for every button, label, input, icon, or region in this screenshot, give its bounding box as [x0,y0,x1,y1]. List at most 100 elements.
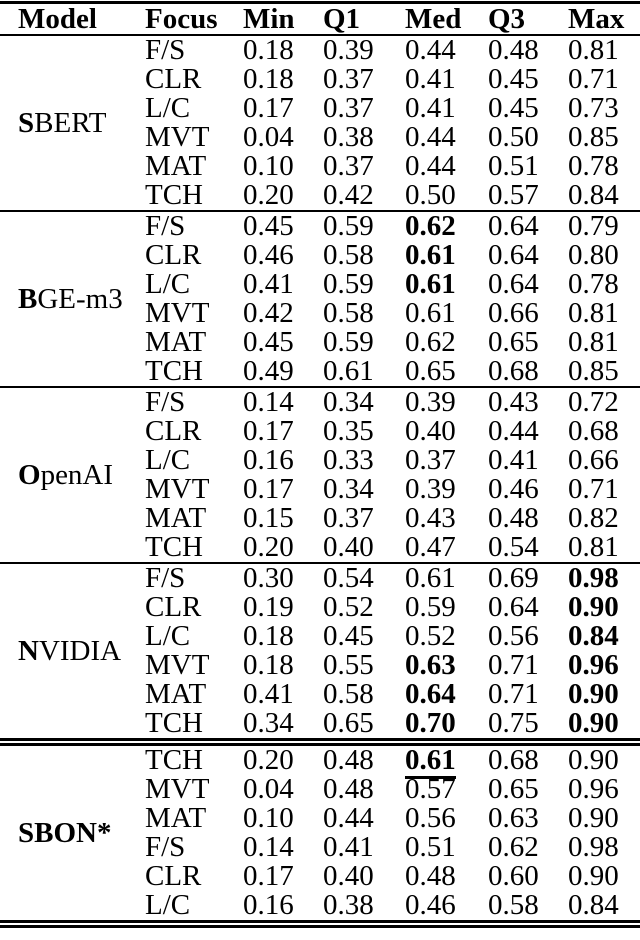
cell-max: 0.96 [568,651,640,680]
value: 0.48 [323,744,374,776]
focus-cell: F/S [145,34,186,66]
value: 0.15 [243,502,294,534]
cell-min: 0.19 [243,593,323,622]
cell-q3: 0.71 [488,651,568,680]
cell-med: 0.61 [405,241,488,270]
cell-min: 0.45 [243,328,323,357]
value: 0.98 [568,831,619,863]
value: 0.62 [488,831,539,863]
cell-max: 0.81 [568,533,640,563]
focus-cell: MVT [145,121,210,153]
cell-q3: 0.50 [488,123,568,152]
value: 0.75 [488,707,539,739]
value: 0.37 [405,444,456,476]
value: 0.40 [323,860,374,892]
value: 0.35 [323,415,374,447]
cell-med: 0.65 [405,357,488,387]
cell-max: 0.78 [568,270,640,299]
value: 0.46 [488,473,539,505]
cell-min: 0.17 [243,475,323,504]
table-row: MVT 0.42 0.58 0.61 0.66 0.81 [0,299,640,328]
cell-max: 0.81 [568,35,640,65]
value: 0.38 [323,121,374,153]
focus-cell: MVT [145,773,210,805]
cell-q1: 0.41 [323,833,405,862]
focus-cell: F/S [145,210,186,242]
focus-cell: MVT [145,473,210,505]
cell-min: 0.17 [243,417,323,446]
cell-q1: 0.37 [323,504,405,533]
value: 0.68 [488,355,539,387]
value: 0.85 [568,355,619,387]
cell-max: 0.80 [568,241,640,270]
cell-min: 0.04 [243,775,323,804]
value: 0.04 [243,121,294,153]
cell-max: 0.85 [568,357,640,387]
cell-max: 0.66 [568,446,640,475]
cell-q3: 0.64 [488,241,568,270]
value: 0.45 [488,63,539,95]
value: 0.54 [488,531,539,563]
model-section-nvidia: NVIDIA F/S 0.30 0.54 0.61 0.69 0.98 CLR 0.19 0.52… [0,563,640,742]
value: 0.65 [405,355,456,387]
table-row: MVT 0.04 0.48 0.57 0.65 0.96 [0,775,640,804]
value: 0.58 [488,889,539,921]
cell-med: 0.39 [405,387,488,417]
cell-min: 0.18 [243,651,323,680]
focus-cell: TCH [145,179,203,211]
value: 0.37 [323,150,374,182]
cell-med: 0.43 [405,504,488,533]
value: 0.47 [405,531,456,563]
value: 0.90 [568,707,619,739]
focus-cell: MVT [145,649,210,681]
value: 0.81 [568,326,619,358]
value: 0.90 [568,591,619,623]
cell-q3: 0.51 [488,152,568,181]
value: 0.59 [323,326,374,358]
cell-q3: 0.62 [488,833,568,862]
table-row: CLR 0.19 0.52 0.59 0.64 0.90 [0,593,640,622]
cell-q3: 0.64 [488,211,568,241]
cell-q1: 0.52 [323,593,405,622]
value: 0.50 [405,179,456,211]
cell-q3: 0.60 [488,862,568,891]
value: 0.68 [488,744,539,776]
value: 0.52 [323,591,374,623]
cell-med: 0.62 [405,211,488,241]
value: 0.71 [568,63,619,95]
cell-max: 0.90 [568,862,640,891]
cell-q1: 0.59 [323,328,405,357]
value: 0.71 [568,473,619,505]
value: 0.81 [568,531,619,563]
value: 0.33 [323,444,374,476]
value: 0.37 [323,92,374,124]
cell-min: 0.20 [243,533,323,563]
model-label-part: N [18,635,39,667]
value: 0.43 [488,386,539,418]
model-label-nvidia: NVIDIA [0,563,145,742]
table-row: F/S 0.14 0.41 0.51 0.62 0.98 [0,833,640,862]
cell-max: 0.90 [568,804,640,833]
cell-q1: 0.37 [323,65,405,94]
cell-med: 0.41 [405,94,488,123]
model-label-sbert: SBERT [0,35,145,211]
cell-max: 0.90 [568,593,640,622]
cell-med: 0.40 [405,417,488,446]
value: 0.90 [568,744,619,776]
table-row: TCH 0.20 0.40 0.47 0.54 0.81 [0,533,640,563]
header-q1: Q1 [323,3,361,35]
value: 0.51 [405,831,456,863]
value: 0.61 [323,355,374,387]
value: 0.14 [243,831,294,863]
value: 0.20 [243,744,294,776]
header-max: Max [568,3,625,35]
cell-med: 0.52 [405,622,488,651]
cell-q1: 0.48 [323,742,405,775]
value: 0.44 [405,34,456,66]
value: 0.45 [243,210,294,242]
model-section-sbert: SBERT F/S 0.18 0.39 0.44 0.48 0.81 CLR 0.18 0.37 0… [0,35,640,211]
focus-cell: MAT [145,326,207,358]
value: 0.61 [405,297,456,329]
value: 0.17 [243,415,294,447]
value: 0.16 [243,444,294,476]
